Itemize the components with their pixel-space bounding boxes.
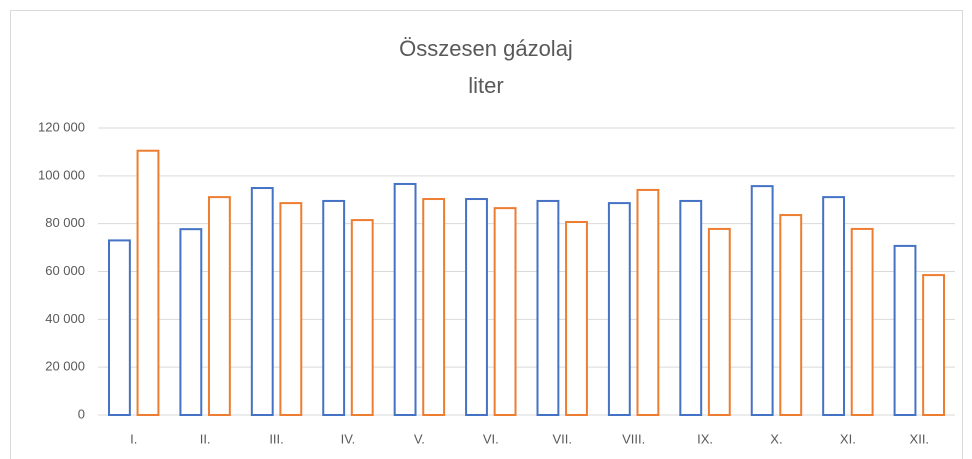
x-tick-label: VIII.	[622, 431, 645, 446]
x-tick-label: VII.	[552, 431, 572, 446]
bar	[422, 198, 446, 416]
bar	[922, 274, 946, 416]
bar	[850, 227, 874, 416]
x-tick-label: II.	[200, 431, 211, 446]
chart-title: Összesen gázolaj	[399, 36, 573, 61]
x-tick-label: X.	[770, 431, 782, 446]
x-tick-label: I.	[130, 431, 137, 446]
bar	[493, 207, 517, 416]
y-tick-label: 0	[78, 406, 85, 421]
y-tick-label: 60 000	[45, 263, 85, 278]
bar	[679, 199, 703, 416]
x-tick-label: IV.	[341, 431, 356, 446]
bar	[136, 149, 160, 417]
x-tick-label: XII.	[910, 431, 930, 446]
x-tick-label: IX.	[697, 431, 713, 446]
bar	[465, 198, 488, 416]
bar	[179, 228, 203, 416]
bar	[822, 196, 846, 416]
y-tick-label: 80 000	[45, 215, 85, 230]
y-tick-label: 20 000	[45, 359, 85, 374]
bar	[393, 182, 417, 416]
bar	[565, 220, 588, 416]
bar	[707, 227, 731, 416]
bar	[207, 196, 231, 416]
bar	[350, 219, 374, 416]
x-tick-label: XI.	[840, 431, 856, 446]
x-tick-label: III.	[269, 431, 283, 446]
bar	[636, 188, 660, 416]
x-tick-label: V.	[414, 431, 425, 446]
bar	[893, 244, 917, 416]
bar	[536, 199, 560, 416]
y-tick-label: 120 000	[38, 119, 85, 134]
x-tick-label: VI.	[483, 431, 499, 446]
bar	[779, 214, 803, 416]
bar	[750, 185, 774, 416]
y-tick-label: 100 000	[38, 167, 85, 182]
bar	[107, 239, 131, 416]
y-tick-label: 40 000	[45, 311, 85, 326]
bar	[322, 199, 346, 416]
chart-subtitle: liter	[468, 73, 503, 98]
bar	[279, 202, 303, 416]
bar	[607, 202, 631, 416]
bar	[250, 187, 274, 416]
